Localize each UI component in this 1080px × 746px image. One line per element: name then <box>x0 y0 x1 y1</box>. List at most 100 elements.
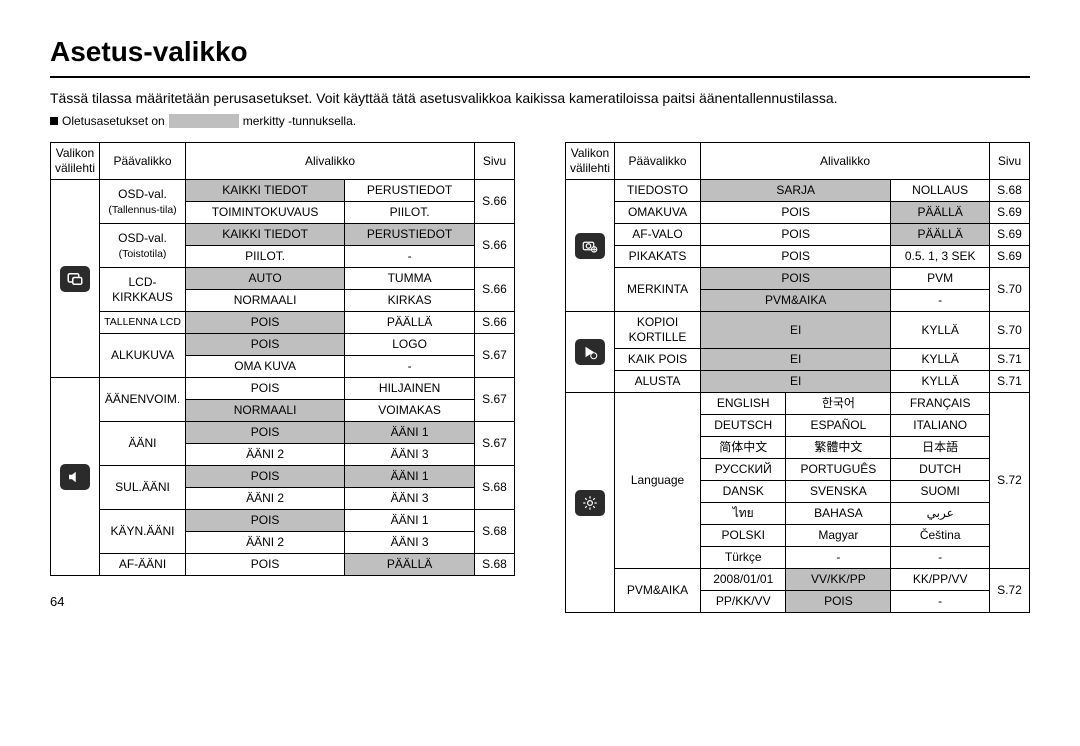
cell: POIS <box>186 466 345 488</box>
cell: - <box>345 356 475 378</box>
cell: 0.5. 1, 3 SEK <box>891 246 990 268</box>
cell: PVM <box>891 268 990 290</box>
cell: S.71 <box>990 349 1030 371</box>
cell: VOIMAKAS <box>345 400 475 422</box>
osd-rec-label: OSD-val. (Tallennus-tila) <box>100 180 186 224</box>
header-paa: Päävalikko <box>100 143 186 180</box>
cell: S.72 <box>990 569 1030 613</box>
cell: POIS <box>186 510 345 532</box>
cell: PVM&AIKA <box>701 290 891 312</box>
cell: - <box>786 547 891 569</box>
cell: KYLLÄ <box>891 312 990 349</box>
cell: S.66 <box>475 180 515 224</box>
cell: POIS <box>186 312 345 334</box>
display-icon <box>60 266 90 292</box>
cell: TOIMINTOKUVAUS <box>186 202 345 224</box>
header-sivu: Sivu <box>990 143 1030 180</box>
cell: S.66 <box>475 268 515 312</box>
cell: S.66 <box>475 224 515 268</box>
delall-label: KAIK POIS <box>615 349 701 371</box>
cell: SVENSKA <box>786 481 891 503</box>
cell: POIS <box>186 378 345 400</box>
default-note: Oletusasetukset on merkitty -tunnuksella… <box>50 114 1030 128</box>
cell: S.70 <box>990 268 1030 312</box>
cell: РУССКИЙ <box>701 459 786 481</box>
header-valikon: Valikon välilehti <box>51 143 100 180</box>
cell: 简体中文 <box>701 437 786 459</box>
cell: PÄÄLLÄ <box>891 202 990 224</box>
cell: Čeština <box>891 525 990 547</box>
camera-icon-cell <box>566 180 615 312</box>
cell: S.69 <box>990 202 1030 224</box>
cell: ÄÄNI 2 <box>186 532 345 554</box>
display-icon-cell <box>51 180 100 378</box>
note-pre: Oletusasetukset on <box>62 114 165 128</box>
cell: POIS <box>186 422 345 444</box>
cell: S.70 <box>990 312 1030 349</box>
cell: ENGLISH <box>701 393 786 415</box>
cell: ไทย <box>701 503 786 525</box>
cell: PP/KK/VV <box>701 591 786 613</box>
cell: 한국어 <box>786 393 891 415</box>
header-paa: Päävalikko <box>615 143 701 180</box>
cell: - <box>891 290 990 312</box>
sound-icon-cell <box>51 378 100 576</box>
cell: VV/KK/PP <box>786 569 891 591</box>
play-gear-icon <box>575 339 605 365</box>
header-valikon: Valikon välilehti <box>566 143 615 180</box>
cell: ÄÄNI 3 <box>345 444 475 466</box>
header-ali: Alivalikko <box>186 143 475 180</box>
cell: ÄÄNI 2 <box>186 488 345 510</box>
speaker-icon <box>60 464 90 490</box>
cell: PIILOT. <box>186 246 345 268</box>
cell: SARJA <box>701 180 891 202</box>
cell: NOLLAUS <box>891 180 990 202</box>
beep-label: ÄÄNI <box>100 422 186 466</box>
cell: DEUTSCH <box>701 415 786 437</box>
cell: PORTUGUÊS <box>786 459 891 481</box>
cell: POIS <box>701 268 891 290</box>
cell: S.67 <box>475 422 515 466</box>
cell: PIILOT. <box>345 202 475 224</box>
header-ali: Alivalikko <box>701 143 990 180</box>
left-table: Valikon välilehti Päävalikko Alivalikko … <box>50 142 515 576</box>
cell: HILJAINEN <box>345 378 475 400</box>
cell: KAIKKI TIEDOT <box>186 224 345 246</box>
cell: BAHASA <box>786 503 891 525</box>
cell: EI <box>701 312 891 349</box>
cell: POIS <box>186 554 345 576</box>
page-number: 64 <box>50 594 515 609</box>
right-table: Valikon välilehti Päävalikko Alivalikko … <box>565 142 1030 613</box>
cell: 繁體中文 <box>786 437 891 459</box>
cell: - <box>345 246 475 268</box>
cell: OMA KUVA <box>186 356 345 378</box>
vol-label: ÄÄNENVOIM. <box>100 378 186 422</box>
default-swatch <box>169 114 239 128</box>
cell: KYLLÄ <box>891 371 990 393</box>
cell: ÄÄNI 1 <box>345 422 475 444</box>
cell: ÄÄNI 2 <box>186 444 345 466</box>
cell: NORMAALI <box>186 400 345 422</box>
cell: S.67 <box>475 334 515 378</box>
start-snd-label: KÄYN.ÄÄNI <box>100 510 186 554</box>
cell: POIS <box>786 591 891 613</box>
cell: - <box>891 591 990 613</box>
cell: POIS <box>186 334 345 356</box>
cell: FRANÇAIS <box>891 393 990 415</box>
setup-icon-cell <box>566 393 615 613</box>
cell: S.72 <box>990 393 1030 569</box>
cell: - <box>891 547 990 569</box>
dt-label: PVM&AIKA <box>615 569 701 613</box>
bullet-icon <box>50 117 58 125</box>
af-snd-label: AF-ÄÄNI <box>100 554 186 576</box>
cell: EI <box>701 371 891 393</box>
shutter-label: SUL.ÄÄNI <box>100 466 186 510</box>
note-post: merkitty -tunnuksella. <box>243 114 356 128</box>
lang-label: Language <box>615 393 701 569</box>
cell: ÄÄNI 1 <box>345 466 475 488</box>
cell: Türkçe <box>701 547 786 569</box>
cell: ITALIANO <box>891 415 990 437</box>
cell: ESPAÑOL <box>786 415 891 437</box>
cell: POIS <box>701 202 891 224</box>
qview-label: PIKAKATS <box>615 246 701 268</box>
